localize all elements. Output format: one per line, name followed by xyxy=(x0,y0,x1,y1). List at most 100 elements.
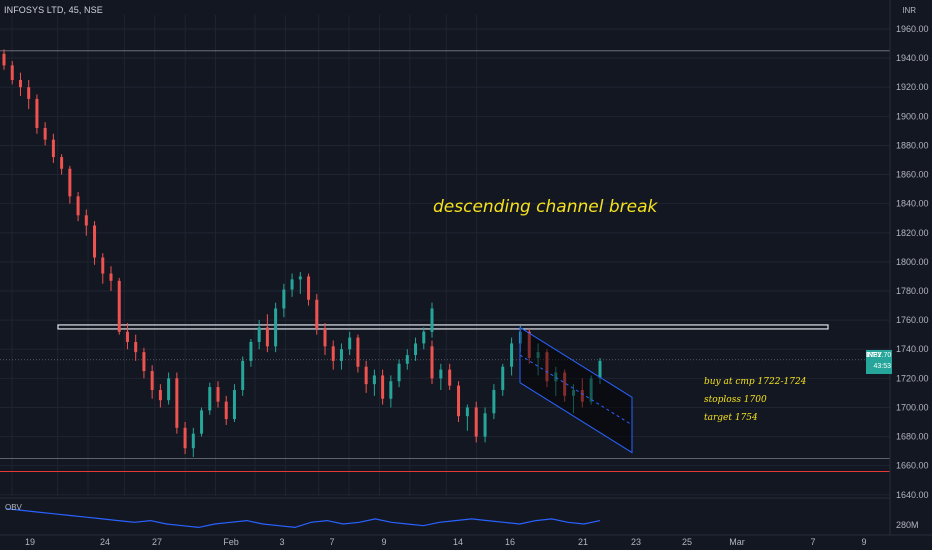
candle-body xyxy=(580,389,584,402)
candle-body xyxy=(536,352,540,358)
candle-body xyxy=(200,410,204,434)
candle-body xyxy=(527,331,531,358)
price-tick-label: 1920.00 xyxy=(896,82,929,92)
price-tick-label: 1880.00 xyxy=(896,140,929,150)
candle-body xyxy=(232,389,236,420)
time-tick-label: 23 xyxy=(631,537,641,547)
buy-note: buy at cmp 1722-1724 xyxy=(704,377,807,387)
price-tick-label: 1820.00 xyxy=(896,228,929,238)
candle-body xyxy=(167,378,171,401)
candle-body xyxy=(93,225,97,258)
candle-body xyxy=(389,381,393,399)
candle-body xyxy=(356,337,360,367)
time-tick-label: 3 xyxy=(279,537,284,547)
price-tick-label: 1740.00 xyxy=(896,344,929,354)
channel-midline xyxy=(519,354,633,426)
time-tick-label: 16 xyxy=(505,537,515,547)
time-tick-label: 25 xyxy=(682,537,692,547)
candle-body xyxy=(142,352,146,372)
price-tick-label: 1780.00 xyxy=(896,286,929,296)
obv-line xyxy=(5,508,601,529)
price-axis[interactable]: 1960.00 1940.00 1920.00 1900.00 1880.00 1860.… xyxy=(889,0,929,535)
candle-body xyxy=(35,98,39,128)
price-levels xyxy=(0,50,890,473)
candle-body xyxy=(265,327,269,347)
candle-body xyxy=(501,366,505,390)
time-axis[interactable]: 19 24 27 Feb 3 7 9 14 16 21 23 25 Mar 7 9 xyxy=(0,534,932,547)
candle-body xyxy=(224,401,228,420)
price-tick-label: 1660.00 xyxy=(896,461,929,471)
candle-body xyxy=(492,389,496,414)
time-tick-label: 7 xyxy=(810,537,815,547)
candle-body xyxy=(589,378,593,402)
candle-body xyxy=(430,346,434,379)
stoploss-note: stoploss 1700 xyxy=(704,395,767,405)
candle-body xyxy=(2,53,6,66)
candle-body xyxy=(414,343,418,356)
candle-body xyxy=(117,280,121,332)
candle-body xyxy=(257,327,261,342)
chart-annotation-title: descending channel break xyxy=(433,197,658,217)
candle-body xyxy=(339,349,343,361)
candle-body xyxy=(348,337,352,350)
time-tick-label: Feb xyxy=(223,537,239,547)
obv-axis-label: 280M xyxy=(896,520,919,530)
candle-body xyxy=(150,371,154,390)
candle-body xyxy=(134,341,138,353)
candle-body xyxy=(68,168,72,197)
candle-body xyxy=(430,308,434,332)
last-price-tag: 1732.70 43:53 xyxy=(866,350,892,374)
candle-body xyxy=(571,389,575,396)
time-tick-label: 7 xyxy=(329,537,334,547)
price-tick-label: 1800.00 xyxy=(896,257,929,267)
candle-body xyxy=(241,360,245,390)
candle-body xyxy=(331,346,335,361)
bar-countdown: 43:53 xyxy=(873,363,891,370)
candle-body xyxy=(84,215,88,226)
candles xyxy=(2,49,602,457)
currency-label: INR xyxy=(902,6,916,15)
candle-body xyxy=(397,363,401,382)
candle-body xyxy=(298,276,302,280)
candle-body xyxy=(315,299,319,329)
ticker-badge: INFY xyxy=(866,352,882,359)
price-tick-label: 1720.00 xyxy=(896,373,929,383)
candle-body xyxy=(51,139,55,158)
candle-body xyxy=(405,355,409,364)
price-tick-label: 1960.00 xyxy=(896,24,929,34)
candle-body xyxy=(249,341,253,361)
price-tick-label: 1840.00 xyxy=(896,199,929,209)
time-tick-label: Mar xyxy=(729,537,745,547)
candle-body xyxy=(125,331,129,342)
time-tick-label: 9 xyxy=(381,537,386,547)
candle-body xyxy=(101,257,105,274)
price-tick-label: 1700.00 xyxy=(896,402,929,412)
grid xyxy=(0,15,890,496)
candle-body xyxy=(563,372,567,396)
time-tick-label: 21 xyxy=(578,537,588,547)
candle-body xyxy=(465,407,469,417)
candle-body xyxy=(323,328,327,347)
candle-body xyxy=(381,375,385,399)
candle-body xyxy=(439,369,443,379)
resistance-zone xyxy=(57,324,829,330)
descending-channel xyxy=(519,326,633,454)
price-tick-label: 1860.00 xyxy=(896,170,929,180)
candle-body xyxy=(290,279,294,290)
candle-body xyxy=(545,352,549,382)
price-tick-label: 1940.00 xyxy=(896,53,929,63)
candle-body xyxy=(474,407,478,437)
obv-pane xyxy=(0,497,890,529)
candle-body xyxy=(483,413,487,437)
candle-body xyxy=(10,65,14,80)
candle-body xyxy=(175,378,179,428)
candle-body xyxy=(364,366,368,385)
candle-body xyxy=(282,289,286,309)
time-tick-label: 9 xyxy=(861,537,866,547)
candle-body xyxy=(183,427,187,449)
candle-body xyxy=(158,389,162,401)
price-tick-label: 1900.00 xyxy=(896,111,929,121)
candle-body xyxy=(274,308,278,347)
symbol-header: INFOSYS LTD, 45, NSE xyxy=(4,5,103,15)
